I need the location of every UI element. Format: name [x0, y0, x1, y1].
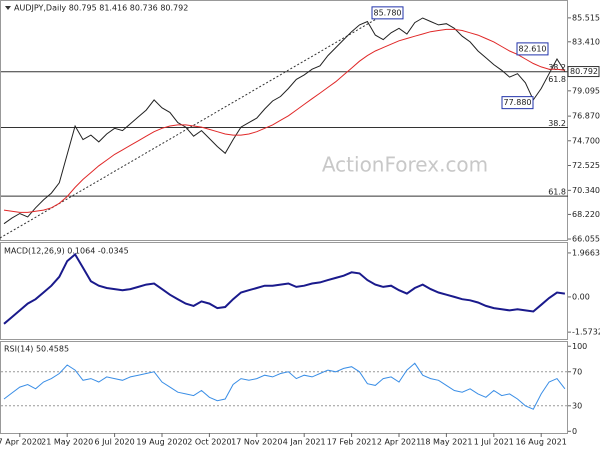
- title-arrow: [5, 6, 11, 10]
- annotation-box: [501, 96, 534, 110]
- x-tick-label: 21 May 2020: [41, 438, 93, 447]
- y-tick-label: 0: [572, 427, 577, 436]
- y-tick-label: 100: [572, 342, 587, 351]
- y-tick-label: 85.515: [572, 13, 600, 22]
- series-line: [3, 17, 566, 225]
- fib-label: 38.2: [548, 119, 566, 128]
- y-tick-label: 79.095: [572, 86, 600, 95]
- x-tick-label: 2 Apr 2021: [377, 438, 421, 447]
- series-line: [3, 362, 566, 410]
- x-tick-label: 6 Jul 2020: [95, 438, 135, 447]
- x-tick-label: 17 Nov 2020: [231, 438, 282, 447]
- y-tick-label: 83.410: [572, 37, 600, 46]
- x-tick-label: 1 Jul 2021: [474, 438, 514, 447]
- x-tick-label: 16 Aug 2021: [516, 438, 567, 447]
- macd-panel: [0, 242, 568, 340]
- y-tick-label: 74.700: [572, 136, 600, 145]
- macd-title: MACD(12,26,9) 0.1064 -0.0345: [4, 247, 129, 256]
- y-tick-label: 72.525: [572, 161, 600, 170]
- x-tick-label: 4 Jan 2021: [283, 438, 326, 447]
- x-tick-label: 17 Feb 2021: [327, 438, 377, 447]
- annotation-box: [516, 42, 549, 56]
- x-tick-label: 2 Oct 2020: [187, 438, 231, 447]
- y-tick-label: 70: [572, 367, 582, 376]
- rsi-panel: [0, 341, 568, 434]
- trendline: [0, 17, 379, 239]
- y-tick-label: 70.340: [572, 186, 600, 195]
- x-tick-label: 18 May 2021: [420, 438, 472, 447]
- last-price-box: [567, 66, 600, 78]
- annotation-label: 82.610: [519, 44, 547, 53]
- fib-label: 61.8: [548, 75, 566, 84]
- y-tick-label: 66.055: [572, 235, 600, 244]
- series-line: [3, 252, 566, 325]
- fib-label: 38.2: [548, 63, 566, 72]
- chart-title: AUDJPY,Daily 80.795 81.416 80.736 80.792: [14, 4, 188, 13]
- x-tick-label: 19 Aug 2020: [136, 438, 187, 447]
- main-panel: [0, 0, 568, 241]
- y-tick-label: 30: [572, 401, 582, 410]
- last-price-label: 80.792: [570, 67, 598, 76]
- annotation-box: [371, 6, 404, 20]
- y-tick-label: 0.00: [572, 292, 590, 301]
- y-tick-label: 68.220: [572, 210, 600, 219]
- y-tick-label: 1.9663: [572, 248, 600, 257]
- x-tick-label: 7 Apr 2020: [0, 438, 42, 447]
- annotation-label: 85.780: [374, 8, 402, 17]
- y-tick-label: 76.870: [572, 112, 600, 121]
- series-line: [3, 28, 565, 213]
- y-tick-label: -1.5732: [572, 328, 600, 337]
- rsi-title: RSI(14) 50.4585: [4, 345, 69, 354]
- annotation-label: 77.880: [504, 98, 532, 107]
- watermark: ActionForex.com: [322, 153, 488, 177]
- fib-label: 61.8: [548, 188, 566, 197]
